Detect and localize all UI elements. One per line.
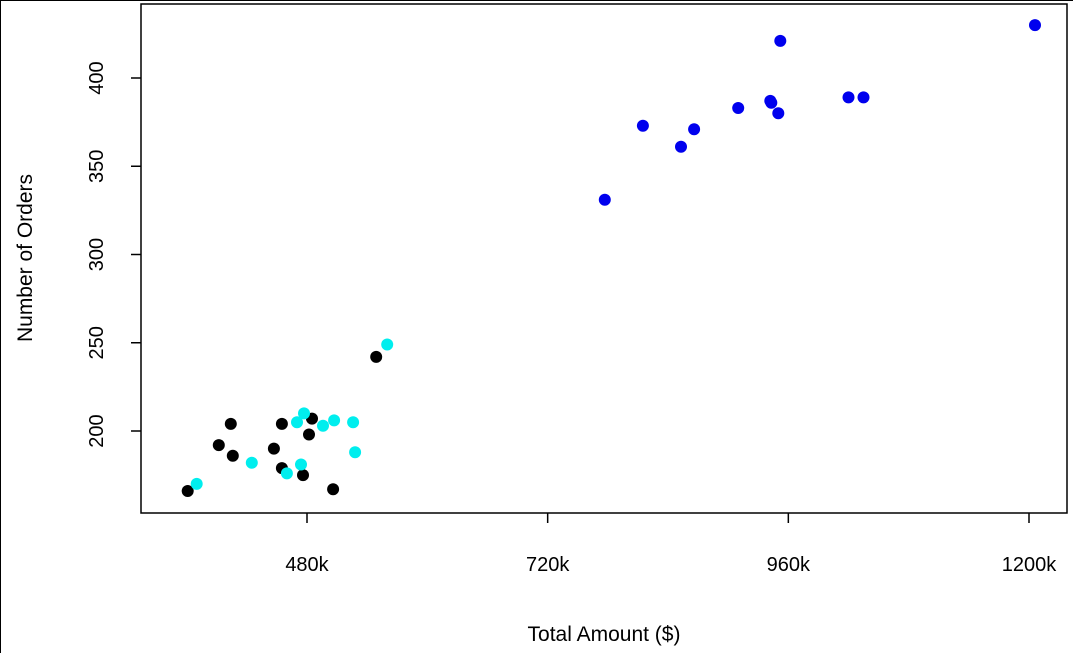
data-point-series-1 <box>636 119 649 132</box>
y-tick-label: 200 <box>86 414 108 447</box>
data-point-series-3 <box>347 416 360 429</box>
data-point-series-3 <box>280 467 293 480</box>
data-point-series-2 <box>370 350 383 363</box>
data-point-series-3 <box>295 458 307 471</box>
y-axis-title: Number of Orders <box>14 174 37 342</box>
y-axis: 200 250 300 350 400 <box>86 61 141 448</box>
data-point-series-1 <box>774 34 787 47</box>
data-point-series-2 <box>303 428 315 441</box>
data-point-series-3 <box>298 407 310 420</box>
data-point-series-1 <box>598 193 611 206</box>
x-axis: 480k 720k 960k 1200k <box>285 513 1057 576</box>
data-point-series-3 <box>190 477 203 490</box>
data-point-series-2 <box>297 469 309 482</box>
data-point-series-2 <box>267 442 280 455</box>
y-tick-label: 400 <box>86 61 108 94</box>
data-point-series-3 <box>317 419 329 432</box>
x-axis-title: Total Amount ($) <box>528 623 681 646</box>
data-point-series-3 <box>291 416 303 429</box>
x-tick-label: 1200k <box>1002 554 1057 576</box>
y-tick-label: 300 <box>86 238 108 271</box>
data-point-series-3 <box>349 446 362 459</box>
y-tick-label: 250 <box>86 326 108 359</box>
data-point-series-3 <box>381 338 394 351</box>
data-point-series-1 <box>688 123 701 136</box>
data-point-series-1 <box>842 91 855 104</box>
data-point-series-2 <box>275 417 288 430</box>
data-point-series-1 <box>732 102 745 114</box>
data-point-series-2 <box>224 417 237 430</box>
data-point-series-3 <box>245 456 258 469</box>
data-point-series-1 <box>765 96 778 109</box>
y-tick-label: 350 <box>86 150 108 183</box>
data-point-series-2 <box>327 483 340 496</box>
x-tick-label: 960k <box>767 554 811 576</box>
data-point-series-3 <box>328 414 341 427</box>
data-point-series-2 <box>181 485 194 497</box>
points-layer <box>181 19 1041 497</box>
data-point-series-1 <box>772 107 785 120</box>
x-tick-label: 480k <box>285 554 329 576</box>
data-point-series-2 <box>212 439 225 452</box>
data-point-series-1 <box>857 91 870 104</box>
x-tick-label: 720k <box>526 554 570 576</box>
data-point-series-2 <box>226 449 239 462</box>
plot-area-border <box>140 3 1068 514</box>
data-point-series-1 <box>1029 19 1041 32</box>
data-point-series-1 <box>675 140 687 153</box>
